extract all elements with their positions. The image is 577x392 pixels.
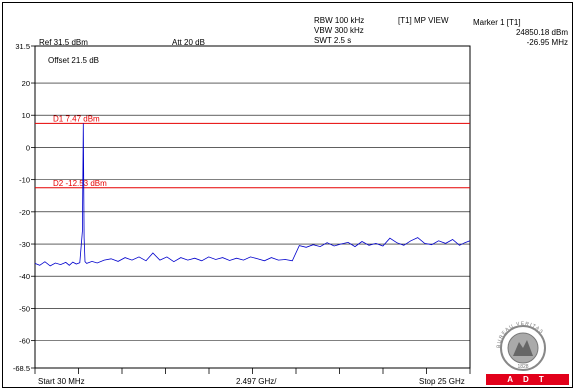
y-tick-label: -40 <box>19 272 30 281</box>
display-line-label-d2: D2 -12.53 dBm <box>53 179 107 188</box>
y-tick-label: -20 <box>19 208 30 217</box>
start-frequency: Start 30 MHz <box>38 377 85 386</box>
bureau-veritas-logo: BUREAU VERITAS 1828 <box>496 321 546 371</box>
ref-level-label: Ref 31.5 dBm <box>39 38 88 47</box>
y-tick-label: -50 <box>19 304 30 313</box>
y-tick-label: -60 <box>19 337 30 346</box>
trace-mode-label: [T1] MP VIEW <box>398 16 449 25</box>
frequency-per-division: 2.497 GHz/ <box>236 377 277 386</box>
y-tick-label: 10 <box>22 111 30 120</box>
rbw-label: RBW 100 kHz <box>314 16 365 25</box>
vbw-label: VBW 300 kHz <box>314 26 364 35</box>
attenuation-label: Att 20 dB <box>172 38 205 47</box>
swt-label: SWT 2.5 s <box>314 36 352 45</box>
y-tick-label: 31.5 <box>15 42 30 51</box>
y-tick-label: 0 <box>26 143 30 152</box>
y-tick-label: 20 <box>22 79 30 88</box>
marker-title: Marker 1 [T1] <box>473 18 521 27</box>
stop-frequency: Stop 25 GHz <box>419 377 465 386</box>
plot-area <box>34 45 471 369</box>
analyzer-frame <box>2 2 573 388</box>
marker-level: 24850.18 dBm <box>515 28 568 37</box>
y-tick-label: -68.5 <box>13 364 30 373</box>
trace-line <box>34 123 471 267</box>
y-tick-label: -10 <box>19 176 30 185</box>
offset-label: Offset 21.5 dB <box>48 56 99 65</box>
adt-banner: ADT <box>486 374 569 385</box>
display-line-label-d1: D1 7.47 dBm <box>53 114 100 123</box>
marker-frequency: -26.95 MHz <box>526 38 568 47</box>
y-tick-label: -30 <box>19 240 30 249</box>
logo-year: 1828 <box>517 364 528 370</box>
